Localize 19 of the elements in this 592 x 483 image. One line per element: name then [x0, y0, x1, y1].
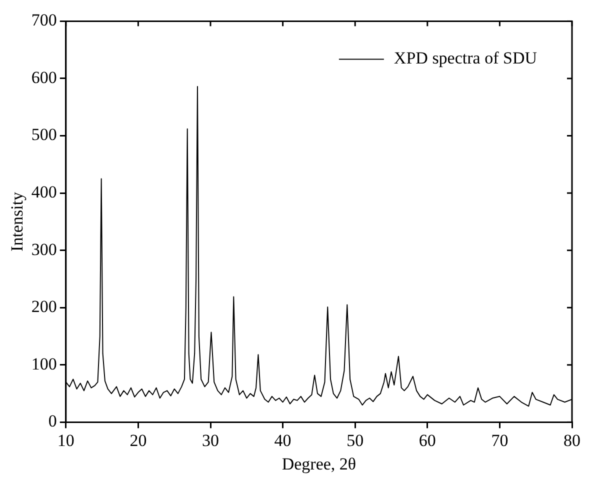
x-tick-label: 30	[202, 430, 219, 450]
y-tick-label: 0	[48, 412, 57, 431]
y-tick-label: 500	[31, 125, 57, 144]
x-tick-label: 60	[418, 430, 436, 450]
y-tick-label: 400	[31, 182, 57, 202]
y-axis-title: Intensity	[8, 191, 27, 252]
y-tick-label: 700	[31, 10, 57, 30]
x-tick-label: 70	[491, 430, 508, 450]
x-tick-label: 20	[130, 430, 147, 450]
legend-label: XPD spectra of SDU	[394, 48, 538, 68]
x-tick-label: 80	[564, 430, 580, 450]
y-tick-label: 200	[31, 297, 57, 316]
x-tick-label: 50	[346, 430, 364, 450]
y-tick-label: 600	[31, 68, 57, 87]
x-axis-title: Degree, 2θ	[282, 454, 356, 474]
x-tick-label: 10	[57, 430, 74, 450]
y-tick-label: 300	[31, 240, 57, 259]
x-tick-label: 40	[274, 430, 292, 450]
y-tick-label: 100	[31, 354, 57, 374]
